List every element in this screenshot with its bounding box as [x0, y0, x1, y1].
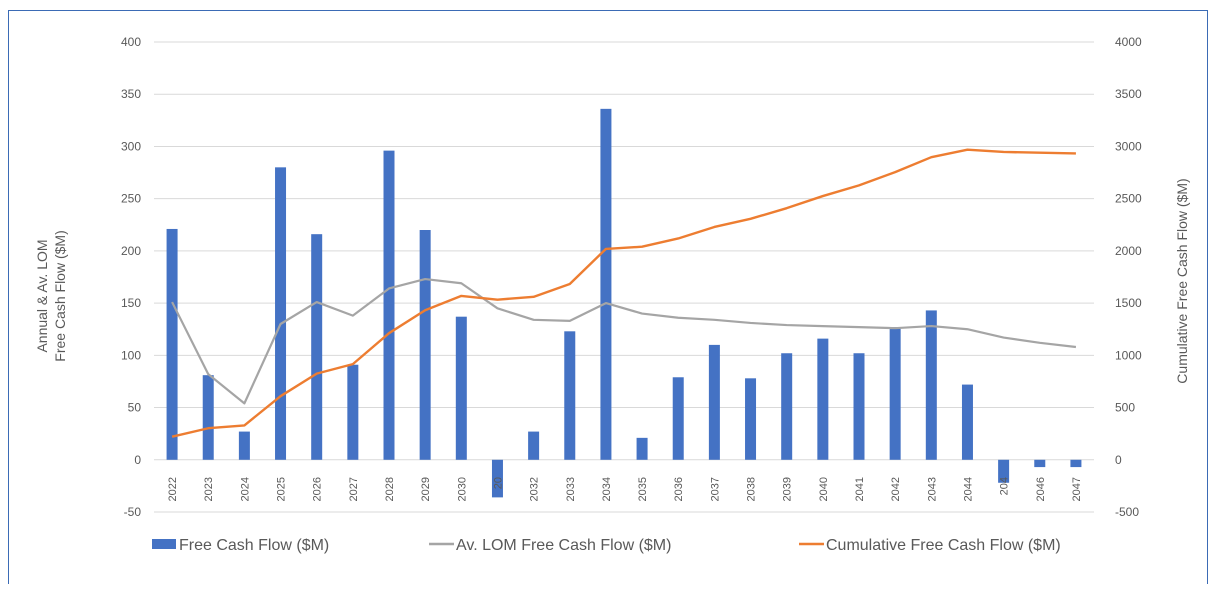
gridlines [154, 41, 1094, 513]
series-lines [171, 148, 1077, 438]
x-tick-label: 2033 [565, 477, 577, 501]
fcf-bar [636, 437, 648, 460]
left-tick-label: 250 [121, 192, 141, 206]
free-cash-flow-bars [166, 108, 1082, 498]
fcf-bar [383, 150, 395, 460]
fcf-bar [528, 431, 540, 460]
x-tick-label: 2029 [420, 477, 432, 501]
left-axis-title-line1: Annual & Av. LOM [34, 239, 50, 352]
right-tick-label: 3000 [1115, 139, 1142, 153]
right-tick-label: 2000 [1115, 244, 1142, 258]
x-tick-label: 2041 [854, 477, 866, 501]
legend-bar-swatch [152, 539, 176, 549]
legend-cum-label: Cumulative Free Cash Flow ($M) [826, 537, 1061, 554]
left-tick-label: 50 [128, 401, 142, 415]
right-tick-label: 3500 [1115, 87, 1142, 101]
right-axis-title: Cumulative Free Cash Flow ($M) [1174, 178, 1190, 383]
x-tick-label: 2038 [746, 477, 758, 501]
fcf-bar [238, 431, 250, 460]
x-tick-label: 2036 [673, 477, 685, 501]
chart-frame: -50 0 50 100 150 200 250 300 350 400 -500 0 500 1000… [8, 10, 1208, 584]
avg-lom-line [171, 277, 1077, 405]
x-tick-label: 204 [999, 477, 1011, 495]
fcf-bar [347, 364, 359, 460]
right-tick-label: 1500 [1115, 296, 1142, 310]
x-tick-label: 2039 [782, 477, 794, 501]
fcf-bar [925, 310, 937, 460]
left-tick-label: 350 [121, 87, 141, 101]
left-tick-label: 400 [121, 35, 141, 49]
left-tick-label: 200 [121, 244, 141, 258]
fcf-bar [1070, 459, 1082, 468]
fcf-bar [853, 353, 865, 460]
fcf-bar [745, 378, 757, 460]
x-tick-label: 2026 [312, 477, 324, 501]
x-axis-ticks: 2022 2023 2024 2025 2026 2027 2028 2029 2030 20 20… [167, 477, 1083, 501]
x-tick-label: 20 [492, 477, 504, 489]
left-tick-label: 0 [134, 453, 141, 467]
x-tick-label: 2034 [601, 477, 613, 501]
x-tick-label: 2042 [890, 477, 902, 501]
x-tick-label: 2022 [167, 477, 179, 501]
fcf-bar [455, 316, 467, 460]
x-tick-label: 2030 [456, 477, 468, 501]
fcf-bar [166, 228, 178, 460]
x-tick-label: 2043 [926, 477, 938, 501]
right-axis-ticks: -500 0 500 1000 1500 2000 2500 3000 3500 4000 [1115, 35, 1142, 519]
right-tick-label: 4000 [1115, 35, 1142, 49]
x-tick-label: 2037 [709, 477, 721, 501]
left-tick-label: 150 [121, 296, 141, 310]
right-tick-label: 500 [1115, 401, 1135, 415]
x-tick-label: 2040 [818, 477, 830, 501]
x-tick-label: 2046 [1035, 477, 1047, 501]
legend: Free Cash Flow ($M) Av. LOM Free Cash Fl… [152, 537, 1061, 554]
fcf-bar [672, 377, 684, 460]
x-tick-label: 2028 [384, 477, 396, 501]
fcf-bar [491, 459, 503, 498]
right-tick-label: -500 [1115, 505, 1139, 519]
left-axis-ticks: -50 0 50 100 150 200 250 300 350 400 [121, 35, 141, 519]
fcf-bar [1034, 459, 1046, 468]
x-tick-label: 2044 [962, 477, 974, 501]
right-tick-label: 1000 [1115, 348, 1142, 362]
fcf-bar [998, 459, 1010, 483]
left-axis-title-line2: Free Cash Flow ($M) [52, 230, 68, 361]
fcf-bar [419, 230, 431, 460]
left-tick-label: 300 [121, 139, 141, 153]
left-tick-label: 100 [121, 348, 141, 362]
fcf-bar [564, 331, 576, 460]
fcf-bar [202, 375, 214, 460]
fcf-bar [781, 353, 793, 460]
x-tick-label: 2024 [239, 477, 251, 501]
legend-bar-label: Free Cash Flow ($M) [179, 537, 329, 554]
left-tick-label: -50 [124, 505, 142, 519]
fcf-bar [817, 338, 829, 460]
cumulative-line [171, 148, 1076, 438]
x-tick-label: 2047 [1071, 477, 1083, 501]
x-tick-label: 2025 [276, 477, 288, 501]
x-tick-label: 2023 [203, 477, 215, 501]
fcf-bar [708, 344, 720, 460]
legend-avg-label: Av. LOM Free Cash Flow ($M) [456, 537, 671, 554]
right-tick-label: 2500 [1115, 192, 1142, 206]
x-tick-label: 2027 [348, 477, 360, 501]
x-tick-label: 2035 [637, 477, 649, 501]
fcf-bar [311, 234, 323, 460]
fcf-bar [961, 384, 973, 460]
fcf-bar [600, 108, 612, 460]
fcf-bar [889, 327, 901, 460]
right-tick-label: 0 [1115, 453, 1122, 467]
x-tick-label: 2032 [529, 477, 541, 501]
fcf-bar [275, 167, 287, 460]
